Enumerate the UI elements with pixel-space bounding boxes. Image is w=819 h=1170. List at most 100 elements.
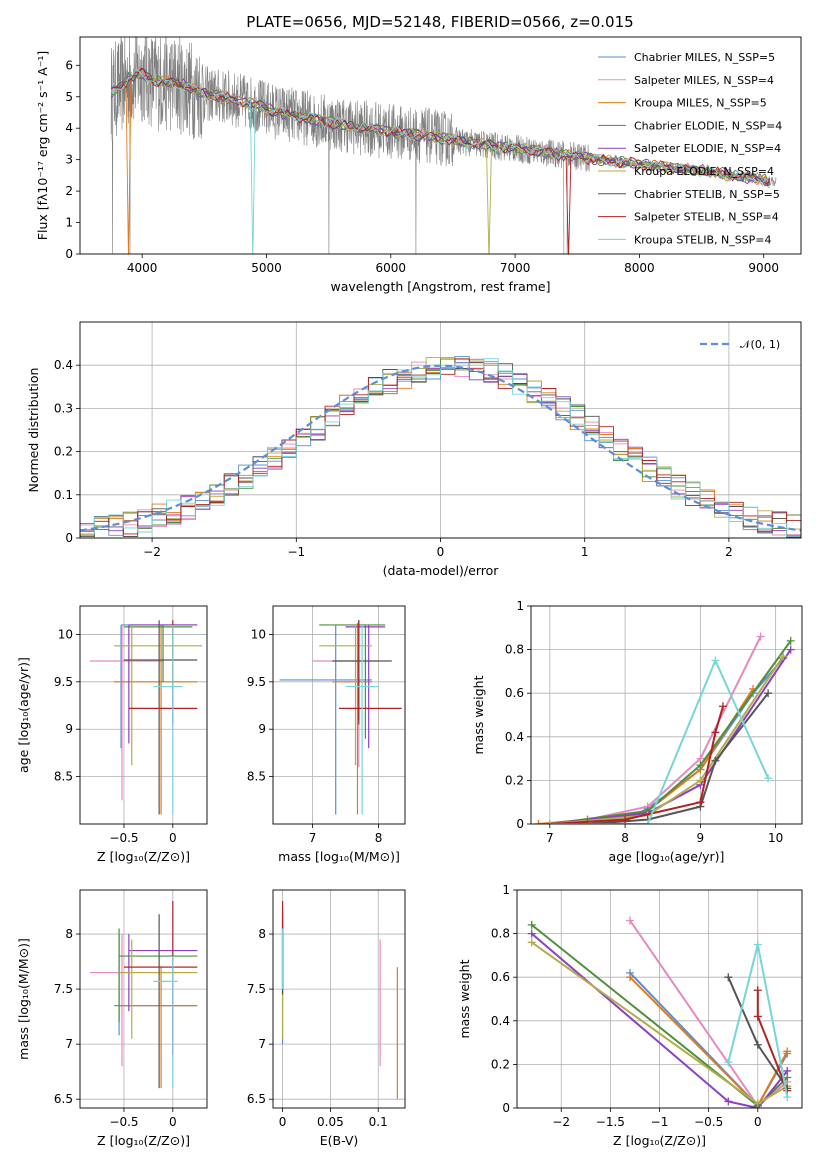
x-tick-label: 0 (169, 1115, 177, 1129)
y-tick-label: 0.4 (54, 358, 73, 372)
weight-line-series-2 (549, 636, 762, 824)
panel-age_vs_Z: −0.5 0 8.5 9 9.5 10 Z [log₁₀(Z/Z⊙)] age [log₁₀(… (16, 605, 208, 864)
legend-entry: Chabrier MILES, N_SSP=5 (634, 51, 775, 64)
weight-point-marker (534, 820, 543, 824)
y-tick-label: 0 (516, 817, 524, 831)
weight-point-marker (779, 652, 788, 661)
y-axis-label: mass weight (471, 675, 486, 754)
y-tick-label: 0 (65, 531, 73, 545)
weight-point-marker (783, 1047, 792, 1056)
y-tick-label: 0.6 (491, 970, 510, 984)
weight-point-marker (545, 820, 554, 824)
x-tick-label: −2 (552, 1115, 570, 1129)
weight-point-marker (724, 1058, 733, 1067)
y-tick-label: 0.8 (505, 643, 524, 657)
histogram-series-9 (80, 358, 801, 537)
weight-point-marker (626, 916, 635, 925)
x-tick-label: 0.05 (317, 1115, 344, 1129)
axes-frame (79, 321, 802, 539)
x-tick-label: 10 (768, 831, 783, 845)
y-tick-label: 0.8 (491, 927, 510, 941)
x-axis-label: E(B-V) (320, 1133, 359, 1148)
weight-line-series-5 (531, 932, 789, 1108)
y-tick-label: 0.1 (54, 488, 73, 502)
x-axis-label: (data-model)/error (383, 563, 500, 578)
x-axis-label: wavelength [Angstrom, rest frame] (330, 279, 550, 294)
y-tick-label: 0.4 (505, 730, 524, 744)
plot-area (281, 901, 398, 1100)
axes-frame (79, 605, 208, 825)
weight-point-marker (696, 776, 705, 785)
y-tick-label: 7.5 (247, 982, 266, 996)
legend-entry: Kroupa ELODIE, N_SSP=4 (634, 165, 774, 178)
y-axis-label: Normed distribution (26, 368, 41, 493)
y-tick-label: 9 (258, 722, 266, 736)
y-tick-label: 6 (65, 58, 73, 72)
panel-weight_vs_age: 7 8 9 10 0 0.2 0.4 0.6 0.8 1 age [log₁₀(age/yr)] ma… (471, 599, 803, 864)
model-spectrum-series-8 (111, 67, 771, 254)
x-axis-label: age [log₁₀(age/yr)] (609, 849, 725, 864)
y-tick-label: 7 (65, 1037, 73, 1051)
weight-point-marker (786, 645, 795, 654)
y-tick-label: 9.5 (247, 675, 266, 689)
y-tick-label: 8 (65, 927, 73, 941)
y-tick-label: 0.2 (54, 445, 73, 459)
x-tick-label: −1 (287, 545, 305, 559)
plot-area (89, 901, 198, 1089)
y-tick-label: 7.5 (54, 982, 73, 996)
y-tick-label: 10 (58, 627, 73, 641)
x-tick-label: −1.5 (596, 1115, 625, 1129)
x-tick-label: 8 (621, 831, 629, 845)
x-tick-label: 0 (279, 1115, 287, 1129)
y-tick-label: 9.5 (54, 675, 73, 689)
legend-entry: Kroupa STELIB, N_SSP=4 (634, 233, 772, 246)
axes-frame (272, 605, 406, 825)
plot-area (279, 620, 402, 815)
plot-area (89, 620, 203, 815)
weight-point-marker (753, 1040, 762, 1049)
model-spectrum-series-9 (110, 68, 771, 254)
x-tick-label: 8 (375, 831, 383, 845)
weight-point-marker (711, 728, 720, 737)
weight-point-marker (753, 1099, 762, 1108)
weight-line-series-9 (549, 657, 770, 824)
weight-line-series-4 (549, 640, 792, 824)
plot-area (534, 632, 795, 824)
weight-point-marker (621, 815, 630, 824)
x-tick-label: 7000 (500, 261, 531, 275)
y-tick-label: 8 (258, 927, 266, 941)
x-tick-label: 0 (754, 1115, 762, 1129)
y-tick-label: 9 (65, 722, 73, 736)
weight-point-marker (643, 820, 652, 824)
x-tick-label: −0.5 (109, 831, 138, 845)
weight-point-marker (724, 973, 733, 982)
weight-point-marker (711, 656, 720, 665)
panel-spectrum: 4000 5000 6000 7000 8000 9000 0 1 2 3 4 5 6 PLATE=065… (35, 13, 802, 294)
weight-point-marker (527, 929, 536, 938)
weight-point-marker (786, 636, 795, 645)
x-tick-label: −1 (651, 1115, 669, 1129)
panel-mass_vs_ebv: 0 0.05 0.1 6.5 7 7.5 8 E(B-V) (247, 889, 406, 1148)
weight-line-series-6 (549, 655, 785, 824)
panel-mass_vs_Z: −0.5 0 6.5 7 7.5 8 Z [log₁₀(Z/Z⊙)] mass [log₁₀(… (16, 889, 208, 1148)
y-tick-label: 0.3 (54, 401, 73, 415)
x-tick-label: 0.1 (369, 1115, 388, 1129)
x-axis-label: mass [log₁₀(M/M⊙)] (278, 849, 400, 864)
weight-point-marker (724, 1097, 733, 1106)
axes-frame (79, 889, 208, 1109)
x-axis-label: Z [log₁₀(Z/Z⊙)] (97, 849, 190, 864)
panel-residuals: −2 −1 0 1 2 0 0.1 0.2 0.3 0.4 (data-model)/error No… (26, 321, 802, 578)
y-tick-label: 1 (516, 599, 524, 613)
panel-age_vs_mass: 7 8 8.5 9 9.5 10 mass [log₁₀(M/M⊙)] (247, 605, 406, 864)
legend-entry: Salpeter ELODIE, N_SSP=4 (634, 142, 781, 155)
y-tick-label: 3 (65, 153, 73, 167)
x-tick-label: 4000 (127, 261, 158, 275)
x-tick-label: −2 (143, 545, 161, 559)
weight-point-marker (764, 774, 773, 783)
y-axis-label: age [log₁₀(age/yr)] (16, 657, 31, 773)
axes-frame (272, 889, 406, 1109)
weight-point-marker (753, 940, 762, 949)
weight-point-marker (527, 920, 536, 929)
legend: Chabrier MILES, N_SSP=5 Salpeter MILES, N… (598, 51, 782, 246)
y-axis-label: mass [log₁₀(M/M⊙)] (16, 938, 31, 1060)
